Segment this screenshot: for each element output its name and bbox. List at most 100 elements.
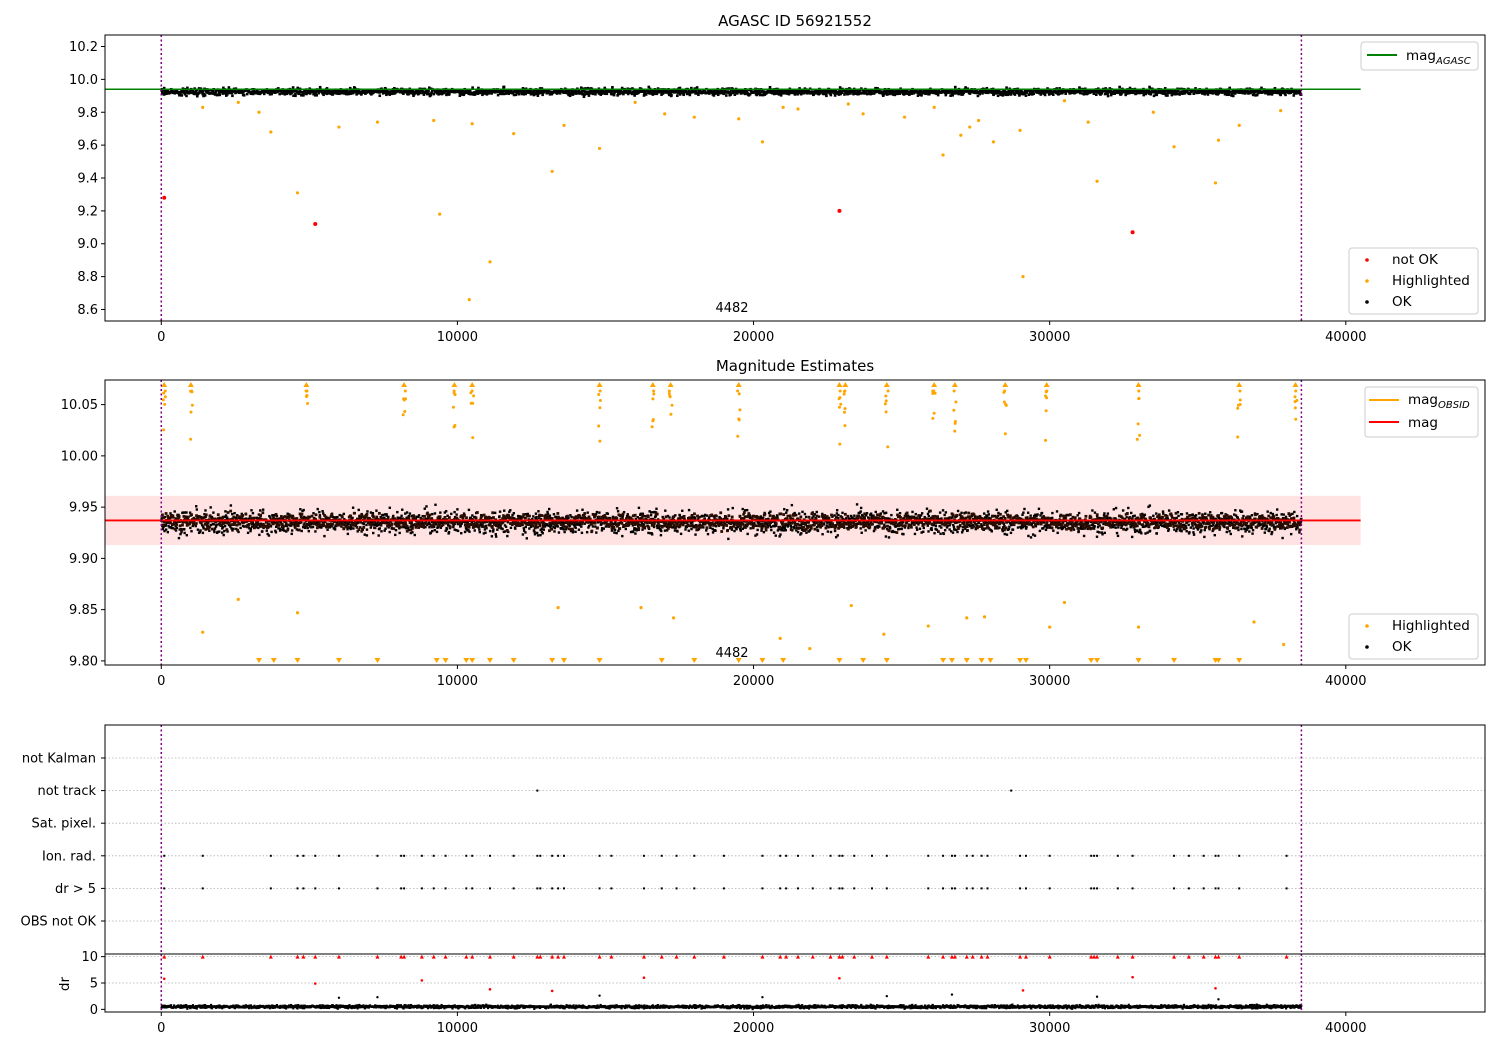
clipped-bottom-markers: [255, 658, 1243, 663]
flag-event-marker: [870, 854, 873, 857]
clipped-marker: [442, 658, 449, 663]
clipped-marker: [985, 954, 990, 959]
x-tick-label: 0: [157, 330, 165, 345]
flag-event-marker: [1214, 887, 1217, 890]
flag-event-marker: [1019, 854, 1022, 857]
clipped-marker: [419, 954, 424, 959]
flag-event-marker: [1187, 854, 1190, 857]
clipped-marker: [1130, 954, 1135, 959]
data-point: [885, 994, 889, 998]
x-tick-label: 0: [157, 674, 165, 689]
clipped-marker: [443, 954, 448, 959]
flag-event-marker: [675, 887, 678, 890]
flag-event-marker: [1096, 854, 1099, 857]
clipped-marker: [469, 658, 476, 663]
x-tick-label: 30000: [1029, 330, 1070, 345]
flag-event-marker: [269, 887, 272, 890]
data-point: [1279, 109, 1283, 113]
flag-event-marker: [1019, 887, 1022, 890]
dr-ylabel: dr: [57, 976, 73, 991]
legend-ok-marker: [1365, 300, 1369, 304]
data-point: [950, 993, 954, 996]
flag-event-marker: [420, 887, 423, 890]
flag-category-label: Ion. rad.: [42, 849, 96, 864]
clipped-marker: [469, 382, 476, 387]
flag-event-marker: [965, 887, 968, 890]
data-point: [376, 996, 379, 999]
flag-event-marker: [841, 887, 844, 890]
flag-event-marker: [1238, 854, 1241, 857]
clipped-marker: [649, 382, 656, 387]
data-point: [269, 130, 273, 134]
data-point: [1237, 123, 1241, 128]
x-tick-label: 10000: [437, 674, 478, 689]
data-point: [236, 597, 240, 601]
flag-event-marker: [598, 887, 601, 890]
clipped-marker: [487, 954, 492, 959]
flag-event-marker: [870, 887, 873, 890]
y-tick-label: 9.90: [69, 552, 98, 567]
dense-ok-band: [160, 1003, 1303, 1011]
flag-event-marker: [796, 887, 799, 890]
clipped-marker: [609, 954, 614, 959]
clipped-marker: [335, 658, 342, 663]
data-point: [849, 603, 853, 608]
data-point: [796, 107, 800, 111]
flag-event-marker: [980, 854, 983, 857]
data-point: [1018, 128, 1022, 132]
data-point: [337, 996, 341, 999]
dense-ok-band: [160, 85, 1303, 99]
estimates-legend-lower: Highlighted OK: [1348, 613, 1479, 660]
flag-event-marker: [811, 887, 814, 890]
clipped-marker: [596, 658, 603, 663]
clipped-marker: [692, 954, 697, 959]
data-point: [597, 146, 602, 151]
flags-axes-frame: [104, 724, 1486, 955]
clipped-marker: [374, 658, 381, 663]
flag-event-marker: [785, 854, 788, 857]
clipped-marker: [884, 954, 889, 959]
legend-not-ok-label: not OK: [1392, 252, 1439, 268]
flag-event-marker: [536, 789, 539, 792]
data-point: [1086, 120, 1090, 124]
data-point: [1048, 625, 1052, 629]
clipped-marker: [336, 954, 341, 959]
x-tick-label: 40000: [1325, 674, 1366, 689]
clipped-marker: [658, 658, 665, 663]
clipped-marker: [949, 954, 954, 959]
clipped-marker: [721, 954, 726, 959]
flag-event-marker: [722, 854, 725, 857]
data-point: [467, 298, 471, 302]
data-point: [598, 994, 601, 997]
clipped-marker: [659, 954, 664, 959]
flag-event-marker: [471, 854, 474, 857]
flag-event-marker: [1116, 887, 1119, 890]
flag-event-marker: [376, 887, 379, 890]
flag-event-marker: [971, 887, 974, 890]
data-point: [846, 102, 850, 106]
clipped-marker: [1135, 382, 1142, 387]
data-point: [926, 624, 930, 628]
flag-event-marker: [403, 887, 406, 890]
clipped-marker: [1047, 954, 1052, 959]
legend-mag-agasc-label: magAGASC: [1406, 48, 1471, 67]
flag-event-marker: [1214, 854, 1217, 857]
flag-event-marker: [465, 887, 468, 890]
clipped-marker: [948, 658, 955, 663]
flag-event-marker: [927, 854, 930, 857]
clipped-marker: [780, 658, 787, 663]
data-point: [1172, 145, 1176, 149]
clipped-marker: [187, 382, 194, 387]
flag-event-marker: [536, 854, 539, 857]
x-tick-label: 40000: [1325, 330, 1366, 345]
legend-ok-marker-2: [1365, 645, 1369, 649]
flag-event-marker: [376, 854, 379, 857]
x-tick-label: 20000: [733, 674, 774, 689]
clipped-marker: [1201, 954, 1206, 959]
clipped-marker: [535, 954, 540, 959]
y-tick-label: 10.0: [69, 73, 98, 88]
legend-mag-obsid-label: magOBSID: [1408, 392, 1470, 411]
flag-event-marker: [1010, 789, 1013, 792]
flag-event-marker: [942, 887, 945, 890]
estimates-legend-upper: magOBSID mag: [1364, 386, 1479, 438]
